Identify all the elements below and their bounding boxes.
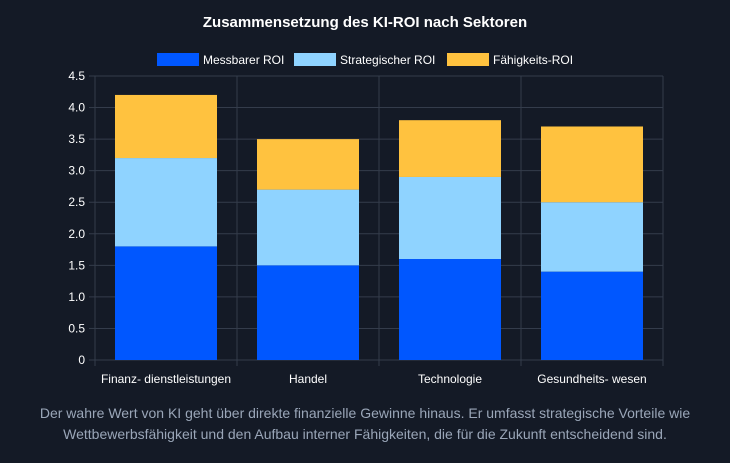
y-tick-label: 4.5 [68,69,85,83]
bar-strategischer-roi-technologie[interactable] [399,176,501,260]
bars [115,94,643,360]
legend: Messbarer ROI Strategischer ROI Fähigkeits… [157,53,573,67]
bar-f-higkeits-roi-technologie[interactable] [399,120,501,177]
y-axis: 0 0.5 1.0 1.5 2.0 2.5 3.0 3.5 4.0 4.5 [68,69,85,367]
legend-swatch-strategischer-roi[interactable] [294,53,336,66]
y-tick-label: 3.5 [68,132,85,146]
legend-swatch-f-higkeits-roi[interactable] [447,53,489,66]
x-tick-label-finanz-dienstleistungen: Finanz- dienstleistungen [101,372,231,386]
y-tick-label: 1.0 [68,290,85,304]
y-tick-label: 1.5 [68,258,85,272]
bar-messbarer-roi-gesundheits-wesen[interactable] [541,271,643,360]
chart-area: Zusammensetzung des KI-ROI nach Sektoren… [68,14,664,386]
legend-swatch-messbarer-roi[interactable] [157,53,199,66]
bar-strategischer-roi-handel[interactable] [257,189,359,266]
y-tick-label: 2.5 [68,195,85,209]
x-tick-label-technologie: Technologie [418,372,482,386]
bar-f-higkeits-roi-finanz-dienstleistungen[interactable] [115,94,217,159]
y-tick-label: 0 [78,353,85,367]
bar-f-higkeits-roi-gesundheits-wesen[interactable] [541,126,643,203]
stacked-bar-chart: Zusammensetzung des KI-ROI nach Sektoren… [68,14,664,386]
bar-messbarer-roi-technologie[interactable] [399,259,501,360]
x-tick-label-handel: Handel [289,372,327,386]
legend-label-f-higkeits-roi[interactable]: Fähigkeits-ROI [493,53,573,67]
chart-caption: Der wahre Wert von KI geht über direkte … [39,405,691,442]
bar-strategischer-roi-finanz-dienstleistungen[interactable] [115,158,217,247]
y-tick-label: 4.0 [68,101,85,115]
bar-strategischer-roi-gesundheits-wesen[interactable] [541,202,643,272]
x-axis: Finanz- dienstleistungen Handel Technologi… [101,372,647,386]
chart-title: Zusammensetzung des KI-ROI nach Sektoren [203,14,527,31]
legend-label-messbarer-roi[interactable]: Messbarer ROI [203,53,284,67]
legend-label-strategischer-roi[interactable]: Strategischer ROI [340,53,435,67]
y-tick-label: 0.5 [68,321,85,335]
y-tick-label: 2.0 [68,227,85,241]
bar-messbarer-roi-finanz-dienstleistungen[interactable] [115,246,217,360]
bar-messbarer-roi-handel[interactable] [257,265,359,360]
bar-f-higkeits-roi-handel[interactable] [257,139,359,190]
x-tick-label-gesundheits-wesen: Gesundheits- wesen [537,372,646,386]
y-tick-label: 3.0 [68,164,85,178]
